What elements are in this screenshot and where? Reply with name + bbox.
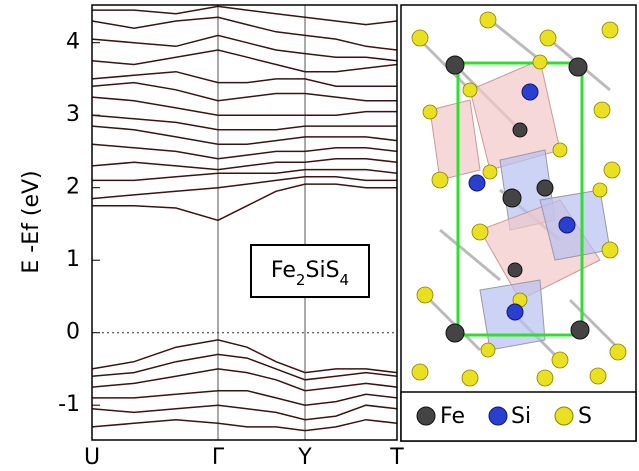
y-tick-label: 2 <box>66 175 80 200</box>
legend-label: Fe <box>440 404 465 429</box>
band-line <box>92 126 397 144</box>
legend-marker <box>489 407 507 425</box>
band-line <box>92 72 397 87</box>
band-line <box>92 340 397 373</box>
legend-marker <box>555 407 573 425</box>
band-line <box>92 83 397 101</box>
y-axis-label: E -Ef (eV) <box>19 170 44 273</box>
legend-label: Si <box>511 404 531 429</box>
band-line <box>92 354 397 379</box>
legend-marker <box>417 407 435 425</box>
x-tick-label: T <box>389 445 404 470</box>
y-tick-label: 3 <box>66 102 80 127</box>
legend-label: S <box>578 404 592 429</box>
band-line <box>92 420 397 431</box>
y-tick-label: 0 <box>66 320 80 345</box>
y-tick-label: 1 <box>66 247 80 272</box>
x-tick-label: U <box>84 445 100 470</box>
band-line <box>92 391 397 406</box>
crystal-panel: Fe Si S <box>401 5 636 441</box>
figure: -101234UΓYT E -Ef (eV) Fe2SiS4 <box>0 0 639 471</box>
x-tick-label: Y <box>297 445 312 470</box>
band-line <box>92 184 397 220</box>
band-line <box>92 115 397 130</box>
band-line <box>92 50 397 72</box>
y-tick-label: -1 <box>58 392 80 417</box>
band-line <box>92 97 397 115</box>
band-line <box>92 405 397 420</box>
band-line <box>92 6 397 24</box>
band-line <box>92 159 397 170</box>
x-tick-label: Γ <box>212 445 225 470</box>
y-tick-label: 4 <box>66 30 80 55</box>
band-line <box>92 144 397 159</box>
